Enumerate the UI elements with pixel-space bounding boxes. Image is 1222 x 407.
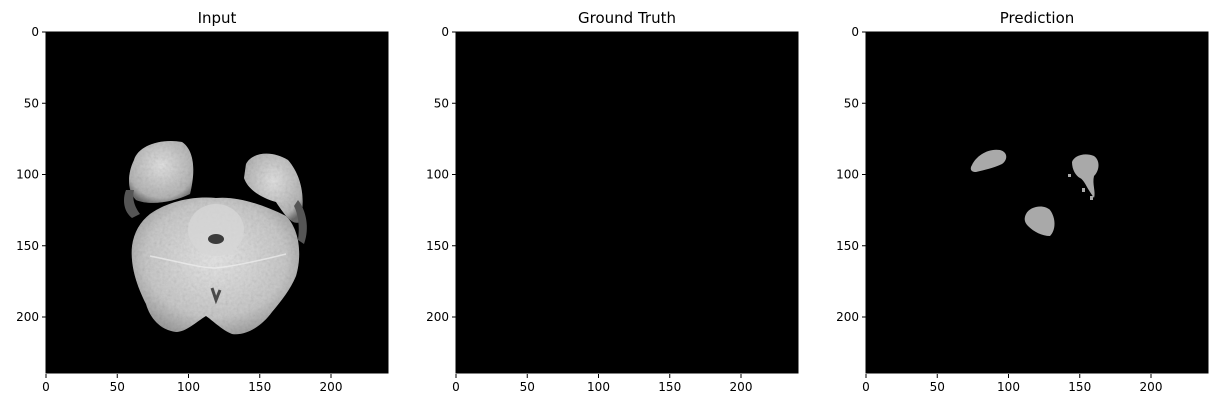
y-tick-label: 0 [851, 25, 859, 39]
x-tick-label: 150 [658, 380, 681, 394]
mask-region [1068, 174, 1071, 177]
x-tick-label: 0 [42, 380, 50, 394]
x-tick-label: 100 [177, 380, 200, 394]
y-tick-label: 150 [836, 239, 859, 253]
axes-frame [865, 31, 1209, 374]
y-tick-label: 0 [31, 25, 39, 39]
panel-title: Prediction [1000, 9, 1075, 27]
mask-region [970, 149, 1007, 172]
y-tick-label: 200 [836, 310, 859, 324]
axis-ticks: 0 50 100 150 200 0 50 100 150 200 [836, 25, 1162, 394]
x-tick-label: 150 [248, 380, 271, 394]
segmentation-blobs [970, 149, 1099, 236]
x-tick-label: 50 [930, 380, 945, 394]
x-tick-label: 200 [320, 380, 343, 394]
y-tick-label: 100 [16, 168, 39, 182]
y-tick-label: 100 [426, 168, 449, 182]
mask-region [1072, 154, 1099, 198]
panel-title: Input [198, 9, 237, 27]
image-background [456, 32, 798, 373]
y-tick-label: 200 [426, 310, 449, 324]
x-tick-label: 50 [110, 380, 125, 394]
y-tick-label: 150 [16, 239, 39, 253]
x-tick-label: 50 [520, 380, 535, 394]
y-tick-label: 50 [24, 96, 39, 110]
axes-frame [455, 31, 799, 374]
axis-ticks: 0 50 100 150 200 0 50 100 150 200 [16, 25, 342, 394]
x-tick-label: 100 [587, 380, 610, 394]
panel-title: Ground Truth [578, 9, 676, 27]
panel-prediction: Prediction 0 50 100 150 200 0 50 100 150 200 [836, 9, 1209, 394]
x-tick-label: 0 [452, 380, 460, 394]
y-tick-label: 100 [836, 168, 859, 182]
x-tick-label: 150 [1068, 380, 1091, 394]
mask-region [1024, 206, 1055, 236]
mask-region [1082, 188, 1085, 192]
x-tick-label: 200 [730, 380, 753, 394]
panel-input: Input 0 50 100 150 200 0 50 100 150 200 [16, 9, 389, 394]
y-tick-label: 0 [441, 25, 449, 39]
x-tick-label: 200 [1140, 380, 1163, 394]
axis-ticks: 0 50 100 150 200 0 50 100 150 200 [426, 25, 752, 394]
y-tick-label: 50 [844, 96, 859, 110]
panel-ground-truth: Ground Truth 0 50 100 150 200 0 50 100 150 200 [426, 9, 799, 394]
y-tick-label: 50 [434, 96, 449, 110]
x-tick-label: 0 [862, 380, 870, 394]
y-tick-label: 200 [16, 310, 39, 324]
axes-frame [45, 31, 389, 374]
y-tick-label: 150 [426, 239, 449, 253]
mask-region [1090, 196, 1093, 200]
x-tick-label: 100 [997, 380, 1020, 394]
image-background [866, 32, 1208, 373]
mri-brain-slice [124, 140, 307, 335]
